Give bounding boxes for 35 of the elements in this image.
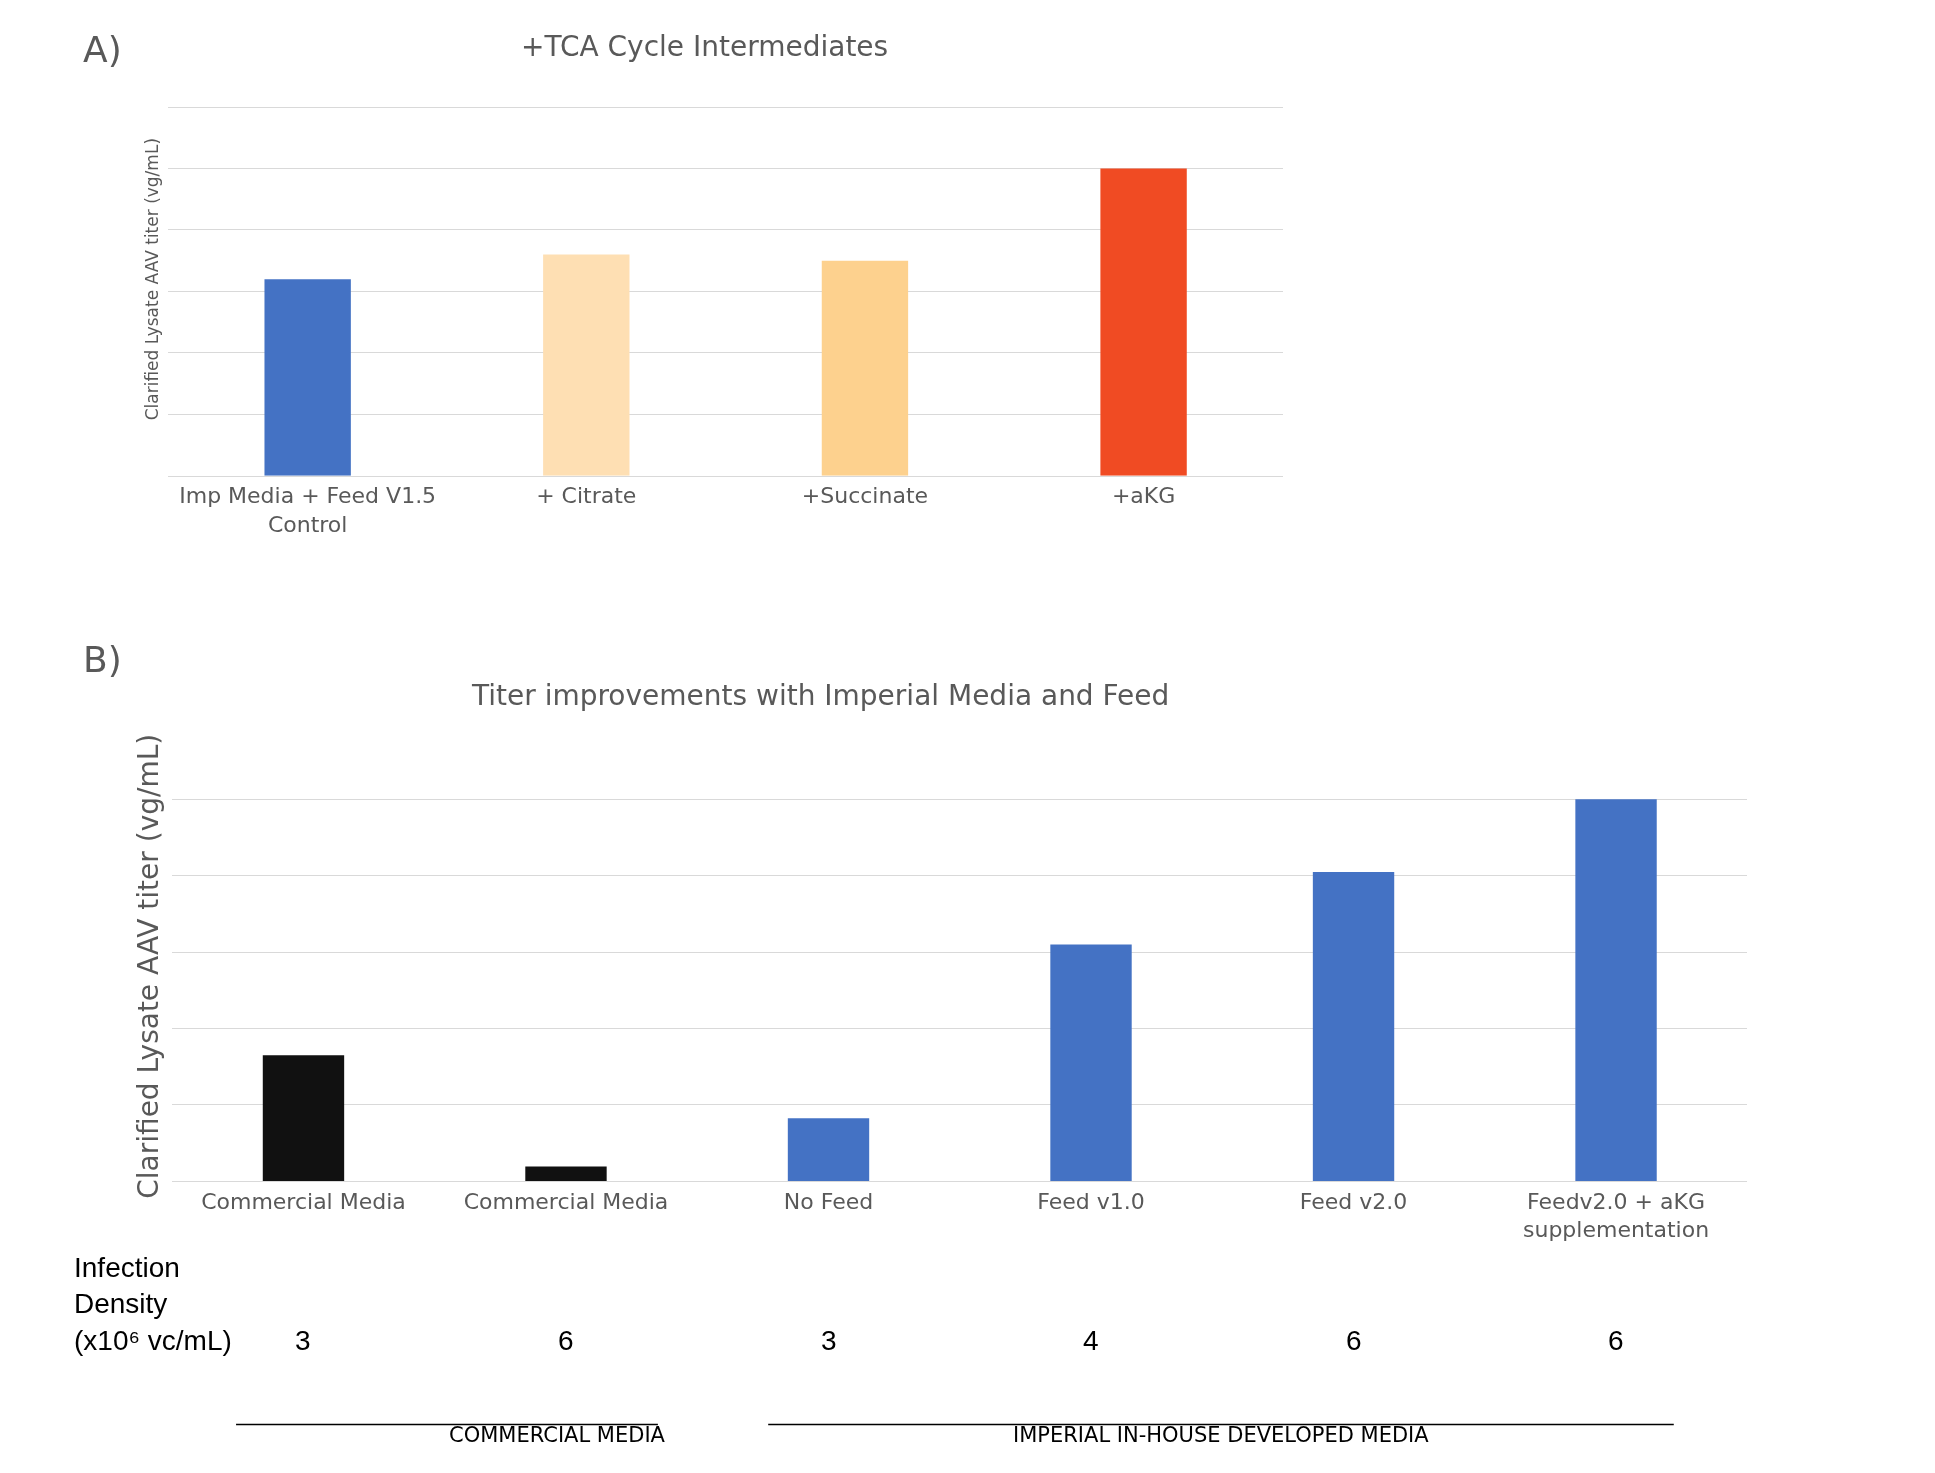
chart-title: Titer improvements with Imperial Media and Feed bbox=[471, 679, 1170, 712]
x-tick-label: Commercial Media bbox=[201, 1188, 406, 1214]
text: 4 bbox=[1083, 1325, 1099, 1356]
x-tick-label: Feedv2.0 + aKG supplementation bbox=[1522, 1188, 1710, 1243]
bar bbox=[1050, 944, 1132, 1182]
text: 6 bbox=[1608, 1325, 1624, 1356]
text: COMMERCIAL MEDIA bbox=[449, 1423, 666, 1447]
x-tick-label: + Citrate bbox=[536, 483, 637, 509]
text: 3 bbox=[295, 1325, 311, 1356]
text: 3 bbox=[821, 1325, 837, 1356]
bar bbox=[821, 260, 909, 476]
bar bbox=[1312, 871, 1395, 1182]
x-tick-label: Imp Media + Feed V1.5 Control bbox=[179, 483, 437, 537]
x-tick-label: +Succinate bbox=[801, 483, 929, 509]
text: 6 bbox=[558, 1325, 574, 1356]
text: Infection Density (x10⁶ vc/mL) bbox=[74, 1252, 232, 1356]
bar bbox=[525, 1166, 607, 1182]
x-tick-label: No Feed bbox=[783, 1188, 874, 1214]
bar bbox=[262, 1055, 345, 1182]
chart-title: +TCA Cycle Intermediates bbox=[521, 30, 889, 63]
x-tick-label: Commercial Media bbox=[463, 1188, 669, 1214]
text: 6 bbox=[1346, 1325, 1362, 1356]
bar bbox=[264, 279, 351, 476]
x-tick-label: +aKG bbox=[1111, 483, 1176, 509]
x-tick-label: Feed v2.0 bbox=[1299, 1188, 1408, 1214]
text: IMPERIAL IN-HOUSE DEVELOPED MEDIA bbox=[1013, 1423, 1430, 1447]
x-tick-label: Feed v1.0 bbox=[1037, 1188, 1145, 1214]
bar bbox=[1100, 168, 1187, 476]
bar bbox=[1575, 799, 1657, 1182]
text: A) bbox=[83, 29, 122, 70]
y-axis-title: Clarified Lysate AAV titer (vg/mL) bbox=[141, 137, 162, 421]
y-axis-title: Clarified Lysate AAV titer (vg/mL) bbox=[131, 733, 165, 1199]
text: B) bbox=[83, 639, 122, 680]
bar bbox=[543, 254, 630, 476]
bar bbox=[787, 1118, 870, 1182]
